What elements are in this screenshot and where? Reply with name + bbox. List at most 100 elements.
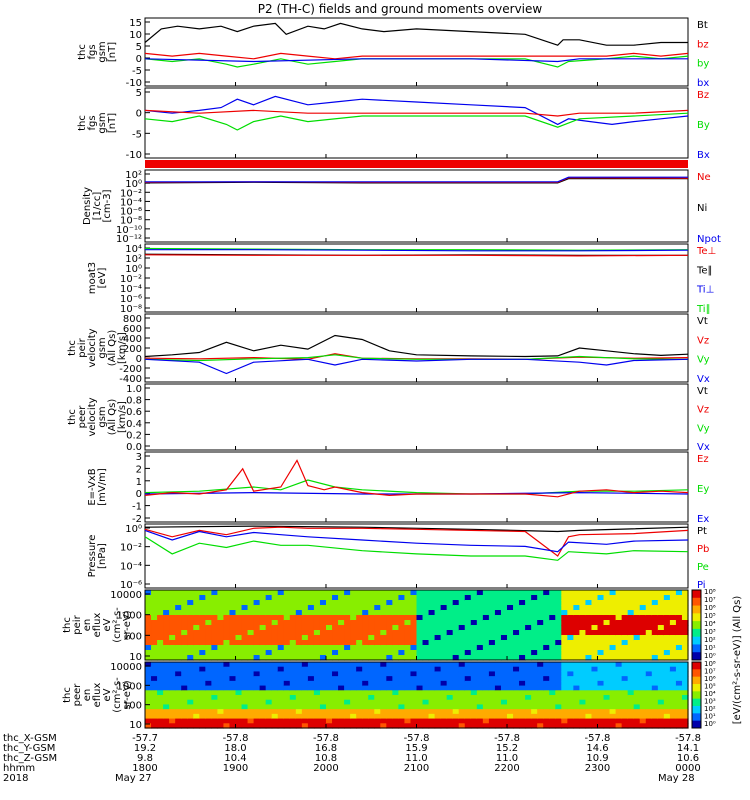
spectrogram-cell [609,709,617,715]
spectrogram-cell [398,718,406,724]
spectrogram-cell [169,620,176,626]
spectrogram-cell [271,635,279,641]
spectrogram-cell [573,699,580,706]
spectrogram-cell [271,620,279,626]
bottom-axis-value: -57.7 [132,733,158,744]
spectrogram-cell [627,655,635,661]
spectrogram-cell [283,704,291,710]
spectrogram-cell [259,676,267,682]
spectrogram-cell [603,620,611,626]
spectrogram-cell [633,713,641,720]
spectrogram-cell [241,600,249,606]
spectrogram-cell [368,680,375,687]
spectrogram-cell [157,635,164,641]
spectrogram-cell [525,620,532,626]
spectrogram-cell [464,695,472,701]
spectrogram-cell [380,625,387,631]
spectrogram-cell [265,690,273,696]
spectrogram-cell [211,635,218,641]
spectrogram-cell [151,630,158,636]
spectrogram-cell [579,600,587,606]
spectrogram-cell [326,723,333,729]
spectrogram-cell [567,704,574,710]
spectrogram-cell [307,605,315,611]
spectrogram-cell [627,610,635,616]
spectrogram-cell [151,713,158,720]
spectrogram-cell [326,590,333,596]
spectrogram-cell [175,699,182,706]
spectrogram-cell [567,655,574,661]
spectrogram-cell [561,630,568,636]
spectrogram-cell [211,680,218,687]
spectrogram-cell [211,690,218,696]
spectrogram-cell [223,605,231,611]
spectrogram-cell [482,595,490,601]
spectrogram-cell [181,640,188,646]
spectrogram-cell [187,709,194,715]
spectrogram-cell [675,718,683,724]
spectrogram-cell [615,709,623,715]
spectrogram-cell [537,718,544,724]
spectrogram-cell [537,680,544,687]
spectrogram-cell [470,645,478,651]
spectrogram-cell [549,718,556,724]
spectrogram-cell [145,645,152,651]
colorbar-tick-label: 10³ [704,698,716,706]
y-tick-label: 5 [136,88,142,99]
spectrogram-cell [217,640,225,646]
spectrogram-cell [428,645,436,651]
spectrogram-cell [549,650,556,656]
spectrogram-cell [157,630,164,636]
spectrogram-cell [380,676,387,682]
spectrogram-cell [362,718,369,724]
spectrogram-cell [561,590,568,596]
spectrogram-cell [338,630,345,636]
y-tick-label: 0 [136,109,142,120]
spectrogram-cell [458,685,466,691]
spectrogram-cell [663,635,671,641]
spectrogram-cell [404,690,412,696]
spectrogram-cell [458,718,466,724]
spectrogram-cell [169,662,176,668]
spectrogram-cell [513,650,520,656]
spectrogram-cell [476,713,484,720]
spectrogram-cell [669,709,677,715]
spectrogram-cell [295,699,303,706]
spectrogram-cell [513,723,520,729]
spectrogram-cell [500,723,508,729]
spectrogram-cell [307,709,315,715]
spectrogram-cell [446,704,454,710]
spectrogram-cell [531,590,538,596]
spectrogram-cell [289,676,297,682]
spectrogram-cell [537,713,544,720]
spectrogram-cell [603,666,611,673]
spectrogram-cell [525,655,532,661]
spectrogram-cell [440,671,448,677]
spectrogram-cell [392,610,399,616]
spectrogram-cell [561,699,568,706]
spectrogram-cell [669,655,677,661]
spectrogram-cell [163,600,170,606]
spectrogram-cell [440,685,448,691]
bottom-axis-value: 10.8 [315,753,337,764]
spectrogram-cell [543,662,550,668]
legend-vy: Vy [697,423,710,434]
spectrogram-cell [181,704,188,710]
spectrogram-cell [301,662,309,668]
spectrogram-cell [555,615,562,621]
spectrogram-cell [561,704,568,710]
spectrogram-cell [651,655,659,661]
spectrogram-cell [597,590,605,596]
spectrogram-cell [362,699,369,706]
spectrogram-cell [645,640,653,646]
spectrogram-cell [283,662,291,668]
spectrogram-cell [145,699,152,706]
spectrogram-cell [500,640,508,646]
spectrogram-cell [332,655,339,661]
spectrogram-cell [675,610,683,616]
y-axis-label: Density[1/cc][cm-3] [82,187,113,225]
spectrogram-cell [350,690,357,696]
spectrogram-cell [597,595,605,601]
spectrogram-cell [271,640,279,646]
y-axis-label-line: thc [67,340,78,356]
